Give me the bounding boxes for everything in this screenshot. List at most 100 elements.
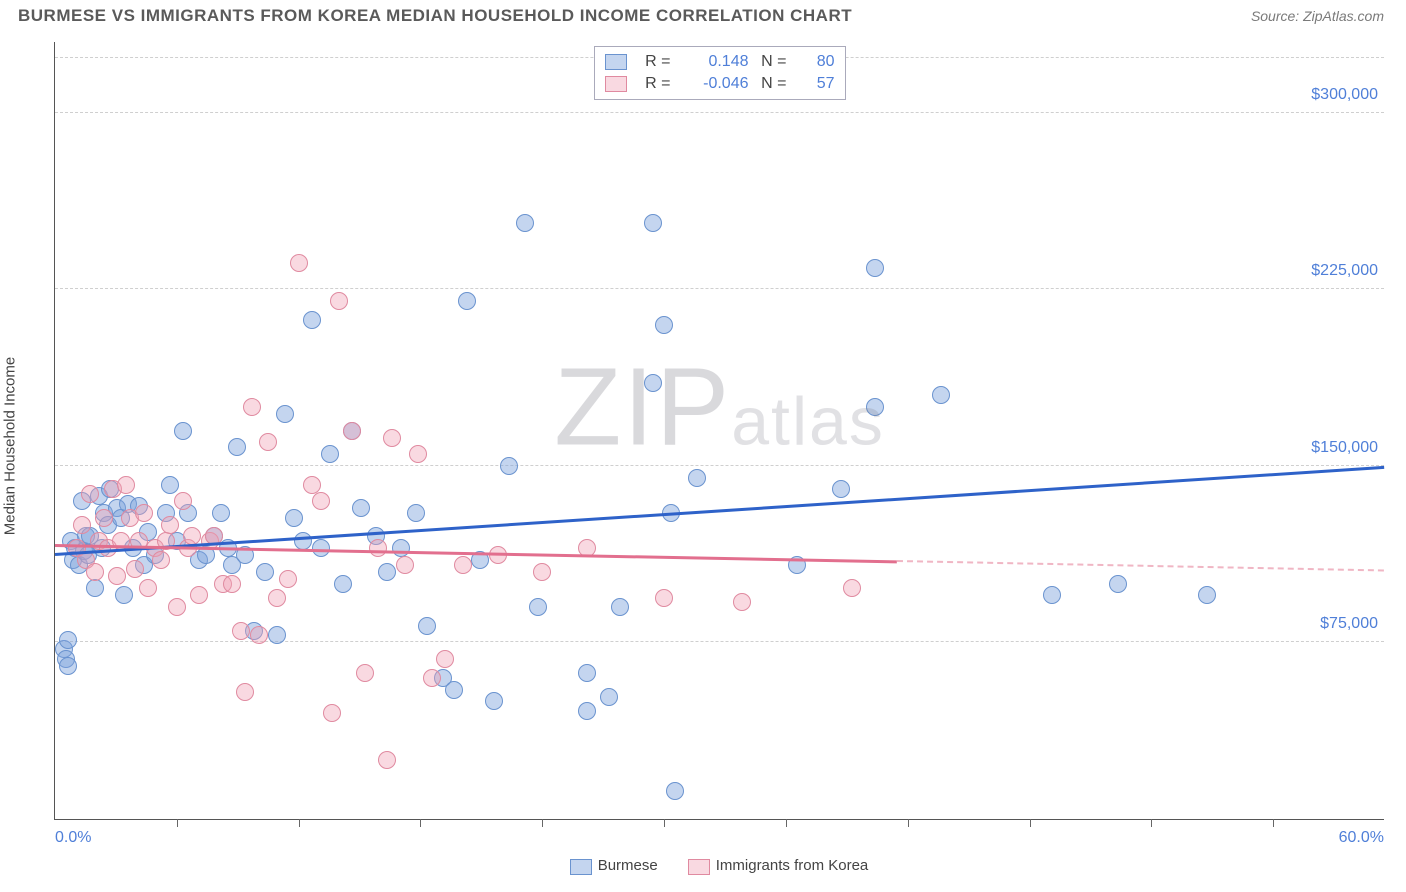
data-point bbox=[303, 476, 321, 494]
data-point bbox=[294, 532, 312, 550]
x-tick bbox=[1151, 819, 1152, 827]
trend-line bbox=[897, 560, 1384, 571]
legend-row: R =0.148N =80 bbox=[605, 51, 835, 73]
y-tick-label: $75,000 bbox=[1320, 615, 1378, 633]
x-tick bbox=[908, 819, 909, 827]
data-point bbox=[174, 422, 192, 440]
data-point bbox=[409, 445, 427, 463]
x-tick bbox=[420, 819, 421, 827]
data-point bbox=[423, 669, 441, 687]
data-point bbox=[832, 480, 850, 498]
n-label: N = bbox=[757, 75, 787, 93]
data-point bbox=[168, 598, 186, 616]
source-label: Source: ZipAtlas.com bbox=[1251, 8, 1384, 24]
legend-swatch bbox=[605, 76, 627, 92]
legend-label: Burmese bbox=[598, 857, 658, 874]
watermark: ZIPatlas bbox=[554, 344, 885, 471]
data-point bbox=[733, 593, 751, 611]
data-point bbox=[578, 702, 596, 720]
x-tick bbox=[299, 819, 300, 827]
x-tick bbox=[542, 819, 543, 827]
data-point bbox=[688, 469, 706, 487]
data-point bbox=[458, 292, 476, 310]
data-point bbox=[161, 476, 179, 494]
watermark-big: ZIP bbox=[554, 346, 731, 469]
data-point bbox=[600, 688, 618, 706]
data-point bbox=[1109, 575, 1127, 593]
data-point bbox=[268, 626, 286, 644]
data-point bbox=[932, 386, 950, 404]
data-point bbox=[644, 374, 662, 392]
data-point bbox=[290, 254, 308, 272]
chart-header: BURMESE VS IMMIGRANTS FROM KOREA MEDIAN … bbox=[0, 0, 1406, 32]
r-value: 0.148 bbox=[679, 53, 749, 71]
data-point bbox=[418, 617, 436, 635]
data-point bbox=[126, 560, 144, 578]
data-point bbox=[407, 504, 425, 522]
data-point bbox=[117, 476, 135, 494]
chart-container: Median Household Income ZIPatlas R =0.14… bbox=[18, 42, 1384, 850]
n-label: N = bbox=[757, 53, 787, 71]
data-point bbox=[190, 586, 208, 604]
data-point bbox=[866, 259, 884, 277]
data-point bbox=[516, 214, 534, 232]
data-point bbox=[81, 485, 99, 503]
data-point bbox=[152, 551, 170, 569]
x-tick bbox=[664, 819, 665, 827]
data-point bbox=[303, 311, 321, 329]
data-point bbox=[611, 598, 629, 616]
data-point bbox=[86, 563, 104, 581]
x-tick bbox=[1273, 819, 1274, 827]
gridline bbox=[55, 288, 1384, 289]
trend-line bbox=[55, 466, 1384, 556]
data-point bbox=[312, 492, 330, 510]
data-point bbox=[161, 516, 179, 534]
data-point bbox=[256, 563, 274, 581]
data-point bbox=[59, 657, 77, 675]
data-point bbox=[59, 631, 77, 649]
x-tick bbox=[1030, 819, 1031, 827]
y-tick-label: $225,000 bbox=[1311, 262, 1378, 280]
data-point bbox=[135, 504, 153, 522]
legend-swatch bbox=[688, 859, 710, 875]
data-point bbox=[866, 398, 884, 416]
data-point bbox=[279, 570, 297, 588]
data-point bbox=[115, 586, 133, 604]
n-value: 57 bbox=[795, 75, 835, 93]
gridline bbox=[55, 112, 1384, 113]
n-value: 80 bbox=[795, 53, 835, 71]
data-point bbox=[174, 492, 192, 510]
legend-swatch bbox=[605, 54, 627, 70]
data-point bbox=[578, 664, 596, 682]
legend-item: Immigrants from Korea bbox=[688, 857, 869, 874]
legend-row: R =-0.046N =57 bbox=[605, 73, 835, 95]
chart-title: BURMESE VS IMMIGRANTS FROM KOREA MEDIAN … bbox=[18, 6, 852, 26]
data-point bbox=[1043, 586, 1061, 604]
data-point bbox=[445, 681, 463, 699]
data-point bbox=[436, 650, 454, 668]
data-point bbox=[666, 782, 684, 800]
data-point bbox=[500, 457, 518, 475]
data-point bbox=[223, 575, 241, 593]
data-point bbox=[843, 579, 861, 597]
data-point bbox=[356, 664, 374, 682]
data-point bbox=[485, 692, 503, 710]
legend-swatch bbox=[570, 859, 592, 875]
data-point bbox=[259, 433, 277, 451]
correlation-legend: R =0.148N =80R =-0.046N =57 bbox=[594, 46, 846, 100]
data-point bbox=[236, 683, 254, 701]
data-point bbox=[343, 422, 361, 440]
y-tick-label: $300,000 bbox=[1311, 86, 1378, 104]
data-point bbox=[352, 499, 370, 517]
data-point bbox=[243, 398, 261, 416]
data-point bbox=[330, 292, 348, 310]
data-point bbox=[250, 626, 268, 644]
data-point bbox=[454, 556, 472, 574]
data-point bbox=[655, 589, 673, 607]
r-value: -0.046 bbox=[679, 75, 749, 93]
data-point bbox=[323, 704, 341, 722]
data-point bbox=[321, 445, 339, 463]
data-point bbox=[655, 316, 673, 334]
data-point bbox=[378, 751, 396, 769]
data-point bbox=[268, 589, 286, 607]
